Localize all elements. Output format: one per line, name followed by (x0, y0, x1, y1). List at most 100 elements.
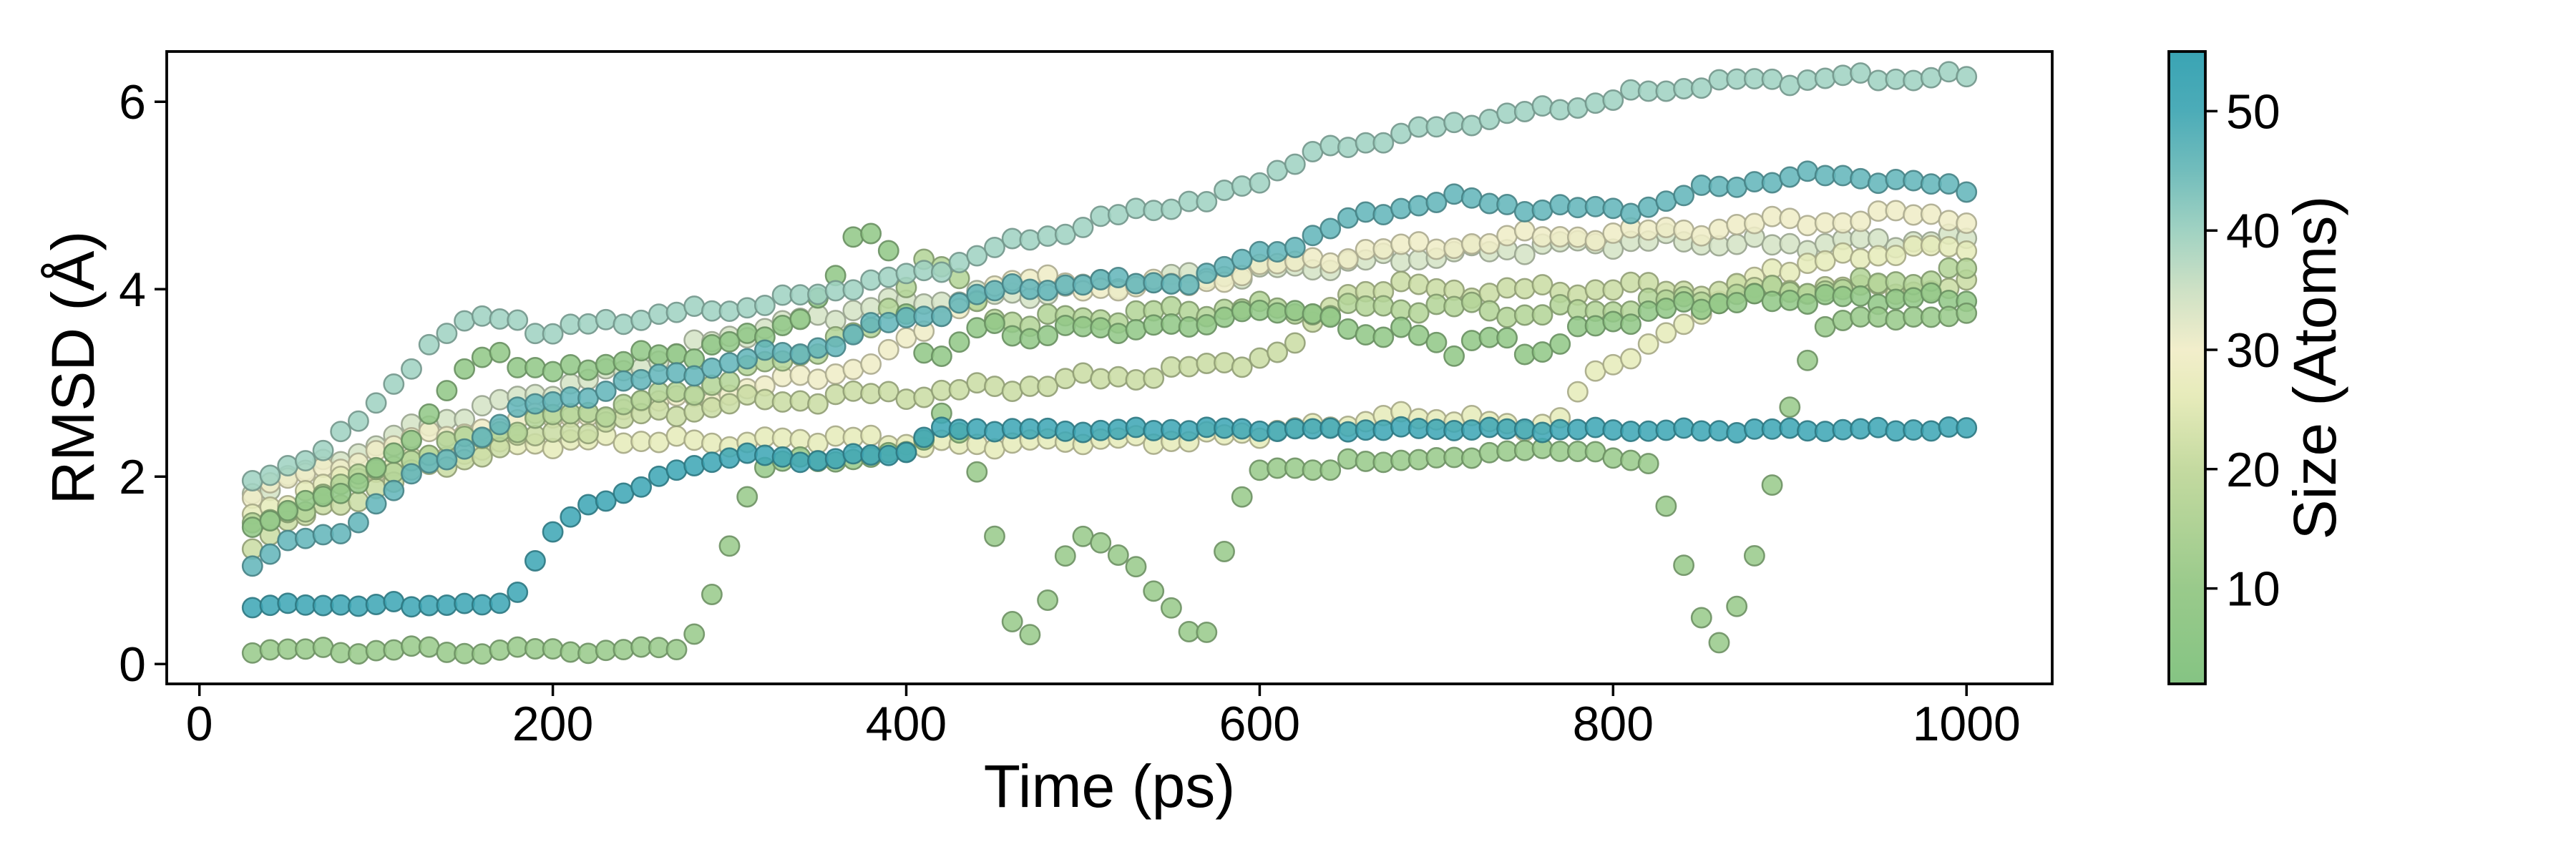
scatter-point (1214, 352, 1235, 374)
scatter-point (1267, 241, 1289, 263)
scatter-point (347, 472, 369, 494)
scatter-point (241, 555, 263, 577)
scatter-point (860, 269, 882, 291)
scatter-point (1761, 172, 1783, 194)
scatter-point (1743, 544, 1765, 567)
scatter-point (1920, 420, 1942, 442)
scatter-point (1407, 273, 1430, 295)
scatter-point (1602, 310, 1624, 333)
scatter-point (1196, 353, 1218, 374)
scatter-point (1337, 448, 1359, 470)
y-tick-label: 2 (119, 450, 146, 504)
scatter-point (930, 416, 952, 439)
scatter-point (1425, 192, 1448, 213)
scatter-point (312, 486, 334, 507)
x-axis-label: Time (ps) (984, 753, 1236, 820)
scatter-point (930, 346, 952, 367)
scatter-point (1797, 215, 1818, 237)
scatter-point (1903, 204, 1925, 226)
scatter-point (312, 439, 334, 461)
scatter-point (1302, 303, 1324, 325)
scatter-point (665, 459, 688, 481)
scatter-point (1531, 199, 1553, 221)
scatter-point (241, 642, 263, 664)
scatter-point (1779, 261, 1801, 283)
scatter-point (1566, 226, 1589, 248)
scatter-point (842, 358, 864, 381)
scatter-point (1302, 225, 1324, 247)
scatter-point (948, 252, 970, 273)
scatter-point (347, 643, 369, 665)
scatter-point (860, 424, 882, 446)
scatter-point (1655, 80, 1677, 102)
scatter-point (277, 529, 299, 552)
scatter-point (1566, 315, 1589, 338)
scatter-point (1054, 314, 1076, 336)
scatter-point (259, 464, 281, 486)
scatter-point (984, 421, 1005, 443)
scatter-point (630, 368, 653, 391)
scatter-point (1037, 303, 1059, 325)
scatter-point (1938, 173, 1960, 195)
scatter-point (401, 358, 422, 380)
scatter-point (1956, 417, 1978, 439)
scatter-point (1584, 92, 1606, 114)
scatter-point (824, 336, 847, 358)
scatter-point (1425, 293, 1448, 315)
scatter-point (1761, 418, 1783, 440)
scatter-point (1513, 278, 1536, 300)
scatter-point (1284, 457, 1306, 479)
scatter-point (277, 638, 299, 660)
scatter-point (1407, 417, 1430, 439)
scatter-point (1602, 197, 1624, 220)
scatter-point (1037, 279, 1059, 301)
scatter-point (1037, 376, 1059, 398)
scatter-point (489, 308, 511, 330)
scatter-point (1620, 271, 1641, 293)
scatter-point (1850, 305, 1872, 328)
scatter-point (1196, 313, 1218, 336)
y-tick-label: 4 (119, 263, 146, 317)
scatter-point (454, 592, 476, 614)
scatter-point (1125, 416, 1147, 439)
scatter-point (648, 637, 670, 659)
scatter-point (683, 455, 706, 476)
x-tick-label: 600 (1219, 697, 1300, 751)
scatter-point (930, 305, 952, 328)
scatter-point (259, 510, 281, 532)
scatter-point (1160, 356, 1182, 378)
scatter-point (860, 222, 882, 245)
scatter-point (1637, 453, 1659, 475)
scatter-point (1566, 197, 1589, 219)
scatter-point (259, 639, 281, 661)
scatter-point (648, 363, 670, 386)
scatter-point (1513, 304, 1536, 326)
scatter-point (966, 317, 988, 339)
scatter-point (1779, 396, 1801, 418)
scatter-point (401, 463, 422, 485)
scatter-point (1956, 302, 1978, 324)
scatter-point (1143, 272, 1165, 294)
scatter-point (1779, 207, 1801, 230)
scatter-point (753, 294, 776, 316)
scatter-point (877, 381, 899, 403)
scatter-point (1249, 420, 1271, 442)
scatter-point (1938, 257, 1960, 279)
scatter-point (454, 438, 476, 460)
scatter-point (913, 260, 935, 282)
scatter-point (347, 491, 369, 513)
scatter-point (294, 450, 316, 472)
scatter-point (330, 482, 352, 504)
scatter-point (1231, 486, 1253, 508)
scatter-point (1390, 316, 1412, 338)
scatter-point (330, 421, 352, 443)
scatter-point (1037, 325, 1059, 347)
scatter-point (718, 447, 741, 469)
scatter-point (753, 388, 776, 411)
scatter-point (1602, 447, 1624, 469)
scatter-point (789, 343, 811, 365)
scatter-point (1407, 249, 1430, 271)
scatter-point (1903, 419, 1925, 441)
scatter-point (1513, 418, 1536, 440)
scatter-point (241, 516, 263, 539)
